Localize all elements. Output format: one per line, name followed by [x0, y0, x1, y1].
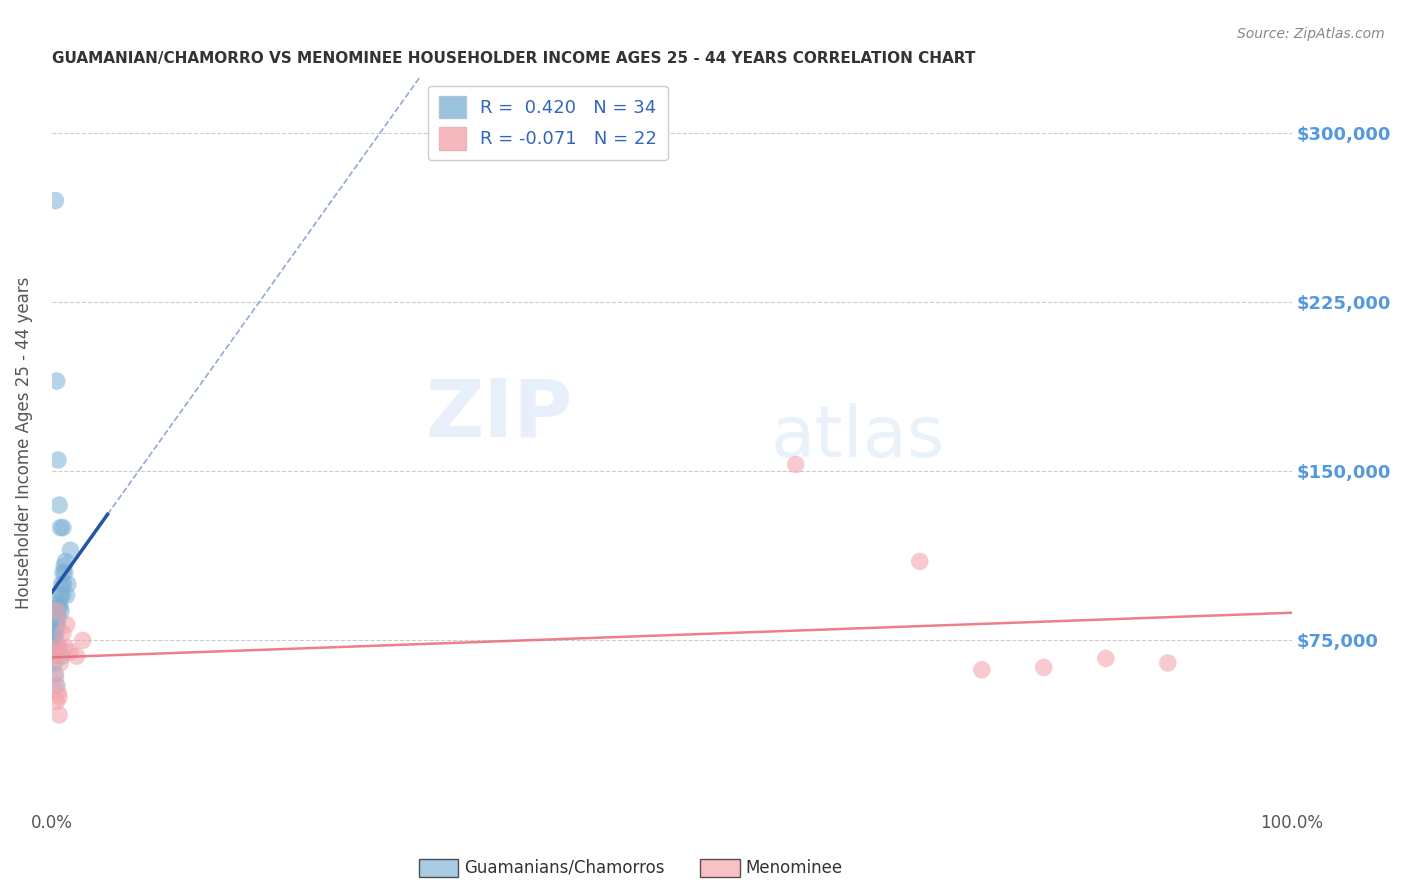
Point — [56, 577, 79, 591]
Point — [51, 588, 73, 602]
Point — [72, 633, 94, 648]
Point — [55, 640, 77, 655]
Point — [48, 640, 70, 655]
Point — [52, 566, 75, 580]
Point — [49, 588, 72, 602]
Point — [52, 626, 75, 640]
Point — [51, 577, 73, 591]
Point — [59, 543, 82, 558]
Point — [48, 690, 70, 704]
Point — [908, 554, 931, 568]
Text: atlas: atlas — [770, 403, 945, 472]
Point — [1094, 651, 1116, 665]
Point — [49, 521, 72, 535]
Point — [46, 640, 69, 655]
Point — [45, 694, 67, 708]
Point — [44, 622, 66, 636]
Text: Source: ZipAtlas.com: Source: ZipAtlas.com — [1237, 27, 1385, 41]
Point — [45, 374, 67, 388]
Point — [1157, 656, 1180, 670]
Point — [53, 558, 76, 573]
Point — [46, 453, 69, 467]
Point — [44, 672, 66, 686]
Point — [49, 656, 72, 670]
Point — [42, 640, 65, 655]
Legend: R =  0.420   N = 34, R = -0.071   N = 22: R = 0.420 N = 34, R = -0.071 N = 22 — [427, 86, 668, 161]
Point — [44, 645, 66, 659]
Point — [44, 626, 66, 640]
Point — [45, 611, 67, 625]
Point — [53, 566, 76, 580]
Point — [48, 498, 70, 512]
Point — [55, 617, 77, 632]
Y-axis label: Householder Income Ages 25 - 44 years: Householder Income Ages 25 - 44 years — [15, 277, 32, 609]
Point — [46, 617, 69, 632]
Point — [44, 649, 66, 664]
Point — [65, 649, 87, 664]
Point — [45, 678, 67, 692]
Point — [1032, 660, 1054, 674]
Text: GUAMANIAN/CHAMORRO VS MENOMINEE HOUSEHOLDER INCOME AGES 25 - 44 YEARS CORRELATIO: GUAMANIAN/CHAMORRO VS MENOMINEE HOUSEHOL… — [52, 51, 976, 66]
Text: ZIP: ZIP — [425, 376, 572, 454]
Point — [55, 554, 77, 568]
Text: Guamanians/Chamorros: Guamanians/Chamorros — [464, 859, 665, 877]
Point — [46, 599, 69, 614]
Point — [785, 458, 807, 472]
Point — [49, 599, 72, 614]
Point — [55, 588, 77, 602]
Text: Menominee: Menominee — [745, 859, 842, 877]
Point — [59, 645, 82, 659]
Point — [48, 595, 70, 609]
Point — [45, 626, 67, 640]
Point — [44, 633, 66, 648]
Point — [44, 656, 66, 670]
Point — [49, 604, 72, 618]
Point — [970, 663, 993, 677]
Point — [44, 667, 66, 681]
Point — [48, 611, 70, 625]
Point — [44, 194, 66, 208]
Point — [52, 577, 75, 591]
Point — [46, 685, 69, 699]
Point — [51, 649, 73, 664]
Point — [48, 707, 70, 722]
Point — [45, 604, 67, 618]
Point — [52, 521, 75, 535]
